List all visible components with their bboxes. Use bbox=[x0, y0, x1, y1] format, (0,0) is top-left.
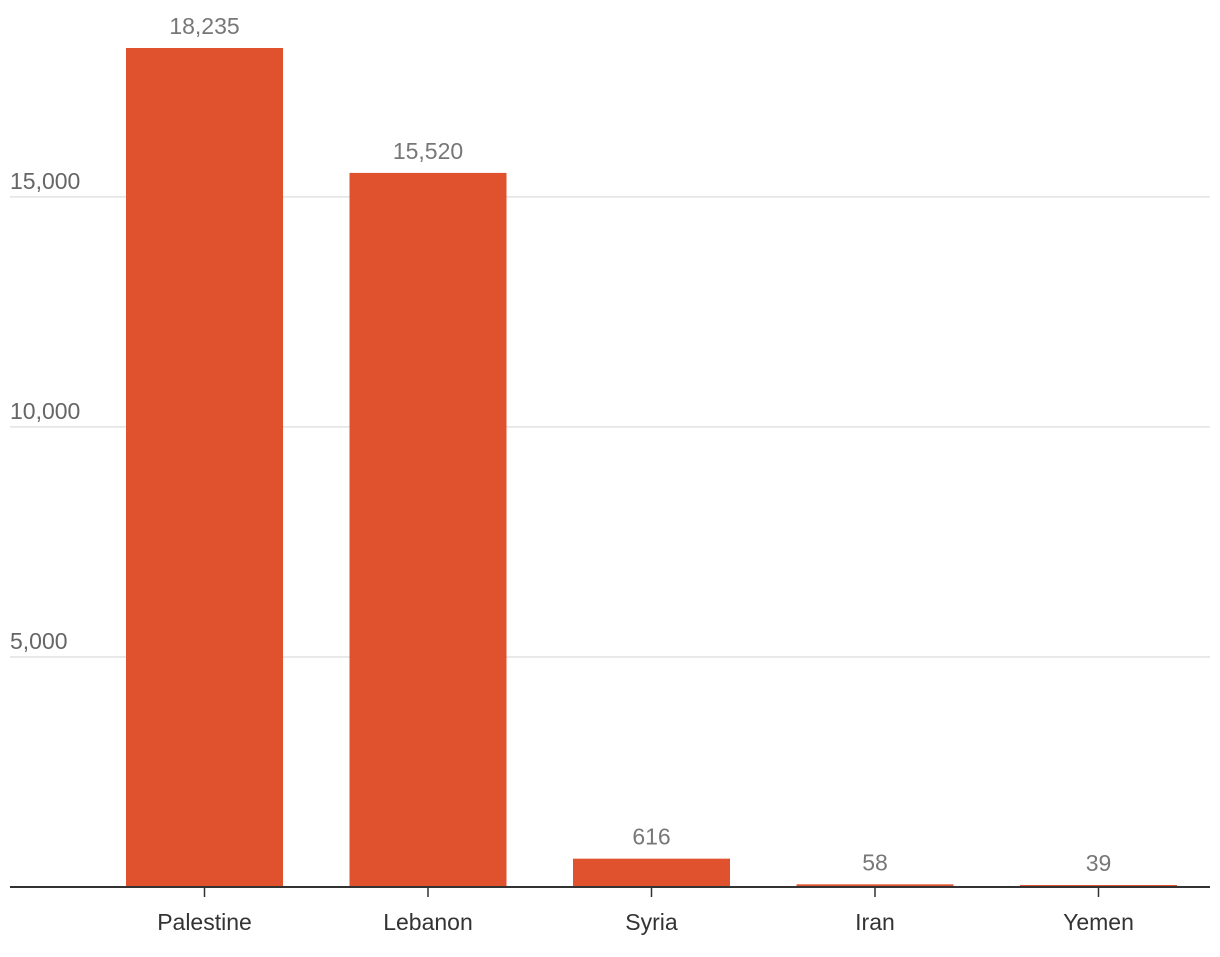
value-labels: 18,235 15,520 616 58 39 bbox=[169, 13, 1111, 876]
x-axis-ticks bbox=[203, 887, 1100, 897]
category-label: Lebanon bbox=[383, 909, 473, 935]
value-label: 15,520 bbox=[393, 138, 463, 164]
y-axis-tick-labels: 5,000 10,000 15,000 bbox=[10, 168, 80, 654]
category-label: Iran bbox=[855, 909, 895, 935]
value-label: 39 bbox=[1086, 850, 1112, 876]
bars bbox=[126, 48, 1177, 888]
y-tick-label: 5,000 bbox=[10, 628, 68, 654]
category-label: Palestine bbox=[157, 909, 252, 935]
value-label: 616 bbox=[632, 824, 670, 850]
bar-syria bbox=[573, 858, 730, 887]
bar-palestine bbox=[126, 48, 283, 887]
bar-iran bbox=[796, 884, 954, 887]
value-label: 18,235 bbox=[169, 13, 239, 39]
y-tick-label: 10,000 bbox=[10, 398, 80, 424]
category-labels: Palestine Lebanon Syria Iran Yemen bbox=[157, 909, 1134, 935]
bar-lebanon bbox=[349, 172, 507, 888]
category-label: Yemen bbox=[1063, 909, 1134, 935]
category-label: Syria bbox=[625, 909, 678, 935]
value-label: 58 bbox=[862, 849, 888, 875]
y-tick-label: 15,000 bbox=[10, 168, 80, 194]
